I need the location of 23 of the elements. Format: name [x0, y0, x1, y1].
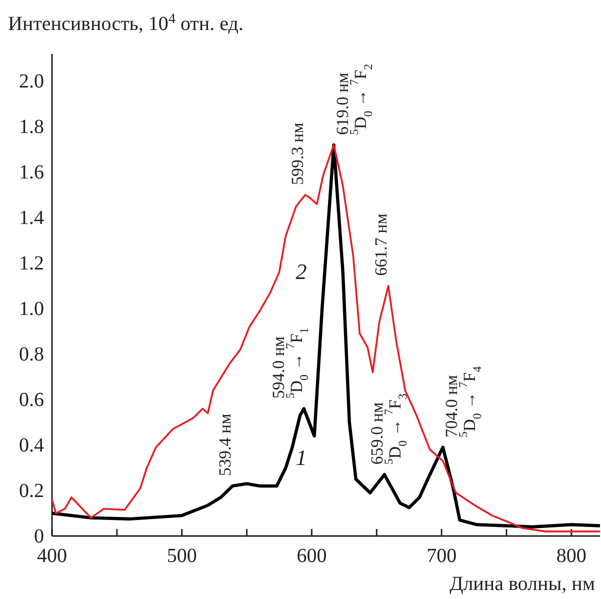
y-tick-label: 1.2 — [19, 252, 44, 275]
x-tick-label: 400 — [37, 545, 67, 568]
y-tick-label: 1.8 — [19, 116, 44, 138]
y-axis-title: Интенсивность, 10$^{4}$ отн. ед. — [8, 12, 244, 35]
y-tick-label: 2.0 — [19, 70, 44, 93]
y-tick-label: 1.6 — [19, 162, 44, 184]
y-tick-label: 0 — [34, 525, 44, 548]
annotation: 599.3 нм — [288, 122, 308, 185]
x-axis-title: Длина волны, нм — [450, 573, 596, 595]
series-label: 2 — [296, 258, 307, 284]
y-tick-label: 0.8 — [19, 344, 44, 366]
y-tick-label: 0.4 — [19, 434, 44, 456]
series-label: 1 — [296, 444, 307, 470]
annotation: 661.7 нм — [371, 213, 390, 276]
y-tick-label: 1.4 — [19, 207, 44, 230]
annotation: 539.4 нм — [215, 413, 234, 476]
y-tick-label: 0.2 — [19, 480, 44, 502]
x-tick-label: 500 — [166, 545, 197, 568]
y-tick-label: 1.0 — [19, 298, 44, 320]
y-tick-label: 0.6 — [19, 388, 44, 411]
x-tick-label: 800 — [556, 545, 586, 568]
x-tick-label: 600 — [296, 545, 327, 568]
x-tick-label: 700 — [426, 545, 457, 568]
